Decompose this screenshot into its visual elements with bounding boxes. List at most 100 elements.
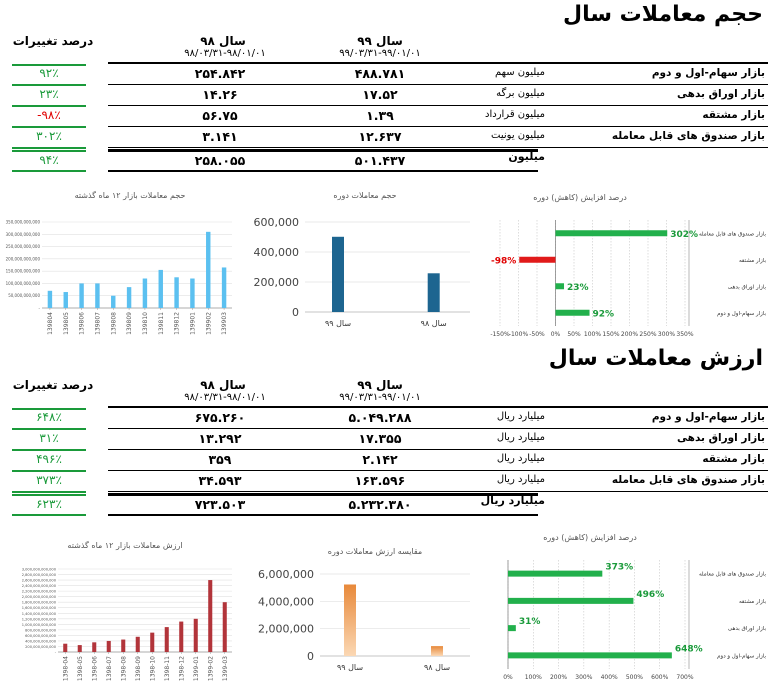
x-tick-label: 1398-04 xyxy=(62,656,69,681)
y-tick-label: 0 xyxy=(307,650,314,663)
row-label: بازار سهام-اول و دوم xyxy=(651,411,765,423)
row-unit: میلیون سهم xyxy=(494,67,545,78)
bar xyxy=(519,256,556,263)
x-tick-label: 1398-07 xyxy=(106,656,113,681)
bar xyxy=(208,580,213,652)
bar xyxy=(126,287,132,308)
y-tick-label: 200,000,000,000 xyxy=(6,256,41,261)
x-tick-label: 100% xyxy=(525,674,542,681)
x-tick-label: 300% xyxy=(658,331,675,338)
row-v98: ۳۵۹ xyxy=(208,452,232,467)
x-tick-label: 139810 xyxy=(142,312,149,335)
y-tick-label: 50,000,000,000 xyxy=(8,293,40,298)
x-tick-label: 400% xyxy=(601,674,618,681)
x-tick-label: 1399-02 xyxy=(207,656,214,681)
chart-title: حجم معاملات بازار ۱۲ ماه گذشته xyxy=(75,190,186,200)
x-tick-label: 1399-03 xyxy=(222,656,229,681)
x-tick-label: 1399-01 xyxy=(193,656,200,681)
row-v98: ۱۴.۲۶ xyxy=(202,87,238,102)
total-v98: ۲۵۸.۰۵۵ xyxy=(194,153,246,168)
total-bottom-rule xyxy=(108,170,538,172)
col99-year: سال ۹۹ xyxy=(357,378,403,392)
x-tick-label: سال ۹۹ xyxy=(337,663,363,672)
row-label: بازار سهام-اول و دوم xyxy=(651,67,765,79)
row-rule xyxy=(108,84,768,85)
col99-range: ۹۹/۰۳/۳۱-۹۹/۰۱/۰۱ xyxy=(339,392,421,403)
y-tick-label: 1,600,000,000,000 xyxy=(22,606,57,610)
row-v99: ۲.۱۴۲ xyxy=(362,452,398,467)
x-tick-label: 0% xyxy=(503,674,513,681)
total-rule xyxy=(108,149,538,152)
volume-change-chart: درصد افزایش (کاهش) دوره -150% -100% -50% 0%… xyxy=(490,193,766,338)
x-tick-label: 139903 xyxy=(221,312,228,335)
y-tick-label: 6,000,000 xyxy=(258,568,314,581)
bar xyxy=(106,640,111,652)
y-tick-label: 250,000,000,000 xyxy=(6,244,41,249)
total-pct: ۶۲۳٪ xyxy=(36,497,62,511)
x-tick-label: -150% xyxy=(490,331,510,338)
data-label: 496% xyxy=(636,590,664,600)
change-rule xyxy=(12,449,86,451)
bar xyxy=(508,625,516,632)
bar xyxy=(174,277,179,308)
x-tick-label: 1398-08 xyxy=(120,656,127,681)
total-v98: ۷۲۳.۵۰۳ xyxy=(194,497,246,512)
change-rule xyxy=(12,126,86,128)
bar xyxy=(79,283,84,308)
category-label: بازار صندوق های قابل معامله xyxy=(699,572,767,578)
bar xyxy=(193,618,198,652)
row-v99: ۴۸۸.۷۸۱ xyxy=(354,66,406,81)
x-tick-label: 150% xyxy=(602,331,619,338)
category-label: بازار اوراق بدهی xyxy=(728,626,767,632)
bar xyxy=(150,632,155,652)
total-v99: ۵۰۱.۴۳۷ xyxy=(354,153,406,168)
x-tick-label: 139812 xyxy=(174,312,181,335)
y-tick-label: 2,000,000 xyxy=(258,623,314,636)
x-tick-label: 139902 xyxy=(205,312,212,335)
y-tick-label: 2,800,000,000,000 xyxy=(22,573,57,577)
y-tick-label: 3,000,000,000,000 xyxy=(22,568,57,572)
y-tick-label: 300,000,000,000 xyxy=(6,232,41,237)
y-tick-label: 200,000,000,000 xyxy=(25,645,57,649)
total-unit: میلیون xyxy=(508,150,545,163)
table-top-rule xyxy=(108,406,768,408)
x-tick-label: 1398-06 xyxy=(91,656,98,681)
change-rule xyxy=(12,470,86,472)
volume-period-chart: حجم معاملات دوره 600,000 400,000 200,000 0 س… xyxy=(254,191,470,328)
change-rule xyxy=(12,428,86,430)
y-tick-label: 1,400,000,000,000 xyxy=(22,612,57,616)
row-rule xyxy=(108,126,768,127)
total-rule xyxy=(108,493,538,496)
y-tick-label: 0 xyxy=(292,306,299,319)
row-label: بازار اوراق بدهی xyxy=(677,432,765,444)
table-top-rule xyxy=(108,62,768,64)
x-tick-label: سال ۹۸ xyxy=(424,663,450,672)
bar xyxy=(142,278,148,308)
data-label: 92% xyxy=(593,309,615,319)
y-tick-label: 1,800,000,000,000 xyxy=(22,601,57,605)
y-tick-label: 2,400,000,000,000 xyxy=(22,584,57,588)
bar xyxy=(92,642,97,652)
change-header: درصد تغییرات xyxy=(12,34,94,48)
value-change-chart: درصد افزایش (کاهش) دوره 0% 100% 200% 300% 40… xyxy=(503,533,767,681)
data-label: -98% xyxy=(491,256,516,266)
y-tick-label: 800,000,000,000 xyxy=(25,628,57,632)
bar xyxy=(332,236,344,312)
y-tick-label: 150,000,000,000 xyxy=(6,269,41,274)
x-tick-label: 300% xyxy=(575,674,592,681)
chart-title: درصد افزایش (کاهش) دوره xyxy=(543,533,637,542)
x-tick-label: سال ۹۸ xyxy=(421,319,447,328)
x-tick-label: 700% xyxy=(676,674,693,681)
row-unit: میلیون قرارداد xyxy=(485,109,545,120)
row-label: بازار مشتقه xyxy=(702,453,765,465)
bar xyxy=(121,639,126,652)
bar xyxy=(77,645,82,652)
bar xyxy=(158,269,163,308)
row-v98: ۶۷۵.۲۶۰ xyxy=(194,410,246,425)
x-tick-label: 600% xyxy=(651,674,668,681)
bar xyxy=(344,584,356,656)
row-label: بازار صندوق های قابل معامله xyxy=(611,130,765,142)
category-label: بازار سهام-اول و دوم xyxy=(717,311,766,317)
data-label: 31% xyxy=(519,617,541,627)
y-tick-label: - xyxy=(39,306,41,311)
